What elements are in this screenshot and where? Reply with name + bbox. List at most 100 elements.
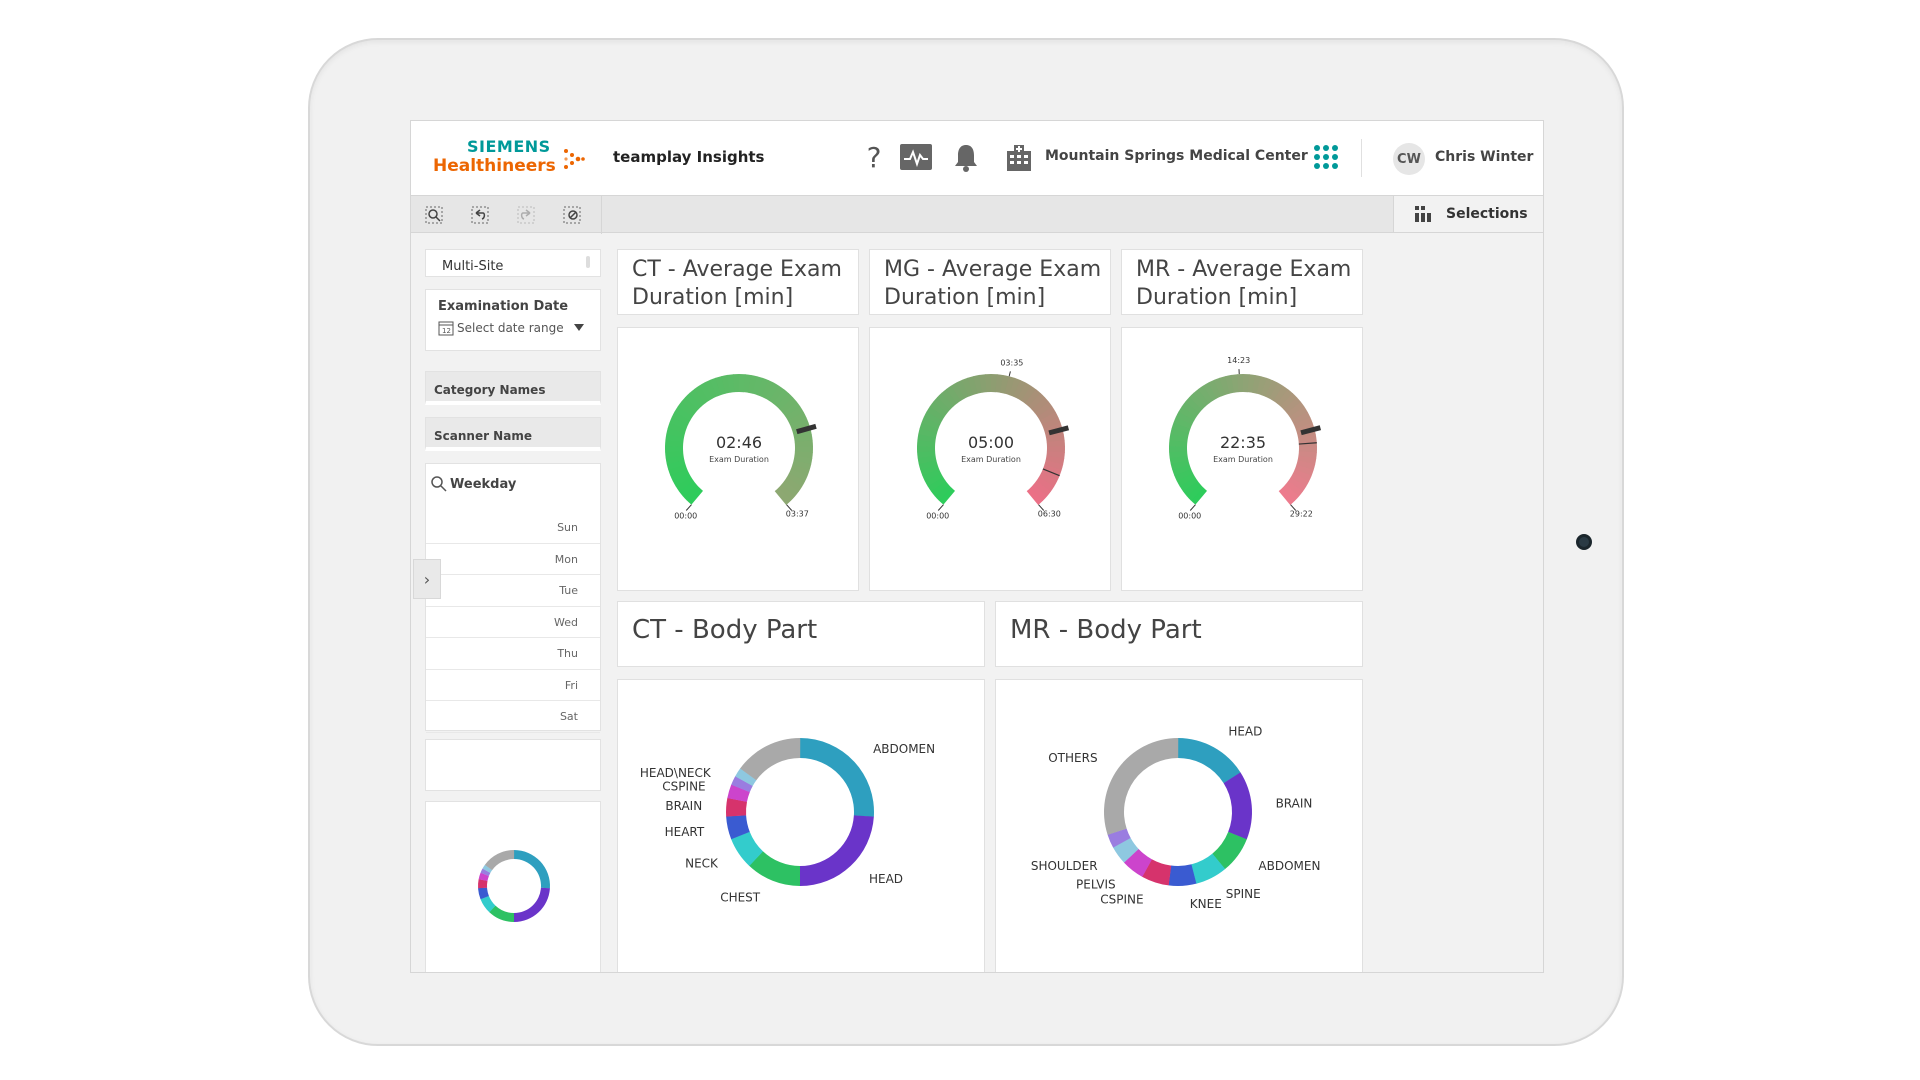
weekday-item-sun[interactable]: Sun xyxy=(426,512,600,544)
sidebar-toggle-button[interactable]: › xyxy=(413,559,441,599)
mr-gauge-title-line2: Duration [min] xyxy=(1136,285,1298,310)
gauge-arc-segment xyxy=(1252,374,1262,394)
gauge-arc-segment xyxy=(1046,440,1065,448)
ct-exam-duration-gauge[interactable]: 00:00 03:37 02:46 Exam Duration xyxy=(618,328,860,592)
gauge-arc-segment xyxy=(1026,487,1044,506)
donut-slice-label: CSPINE xyxy=(1100,892,1143,906)
mr-body-part-card[interactable]: HEAD BRAIN ABDOMEN SPINE KNEE CSPINE PELVIS SHO… xyxy=(995,679,1364,973)
gauge-arc-segment xyxy=(1236,374,1244,393)
search-icon[interactable] xyxy=(430,475,448,493)
mg-exam-duration-gauge[interactable]: 03:35 00:00 06:30 05:00 Exam Duration xyxy=(870,328,1112,592)
gauge-arc-segment xyxy=(1296,460,1316,471)
weekday-item-sat[interactable]: Sat xyxy=(426,701,600,733)
gauge-arc-segment xyxy=(1280,393,1298,410)
gauge-arc-segment xyxy=(665,445,684,453)
filter-multi-site[interactable]: Multi-Site xyxy=(425,249,601,277)
ct-gauge-card[interactable]: 00:00 03:37 02:46 Exam Duration xyxy=(617,327,859,591)
filter-weekday[interactable]: Weekday Sun Mon Tue Wed Thu Fri Sat xyxy=(425,463,601,733)
gauge-arc-segment xyxy=(1181,401,1200,417)
mr-gauge-card[interactable]: 14:23 00:00 29:22 22:35 Exam Duration xyxy=(1121,327,1363,591)
gauge-arc-segment xyxy=(1041,417,1061,430)
mini-donut-panel[interactable] xyxy=(425,801,602,973)
gauge-arc-segment xyxy=(1037,406,1056,421)
gauge-arc-segment xyxy=(789,417,809,430)
gauge-arc-segment xyxy=(765,382,780,402)
gauge-max-tick xyxy=(786,504,793,511)
undo-icon[interactable] xyxy=(461,200,499,230)
donut-slice xyxy=(1107,828,1131,848)
gauge-arc-segment xyxy=(772,389,789,407)
gauge-arc-segment xyxy=(689,388,706,407)
user-name[interactable]: Chris Winter xyxy=(1435,149,1534,165)
gauge-arc-segment xyxy=(922,468,941,482)
gauge-arc-segment xyxy=(685,392,702,410)
notifications-bell-icon[interactable] xyxy=(951,139,981,175)
gauge-arc-segment xyxy=(1038,473,1058,487)
gauge-arc-segment xyxy=(1004,376,1016,396)
gauge-arc-segment xyxy=(761,380,775,399)
mr-exam-duration-gauge[interactable]: 14:23 00:00 29:22 22:35 Exam Duration xyxy=(1122,328,1364,592)
zoom-select-icon[interactable] xyxy=(415,200,453,230)
mini-donut-chart[interactable] xyxy=(426,802,602,973)
redo-icon[interactable] xyxy=(507,200,545,230)
clear-selection-icon[interactable] xyxy=(553,200,591,230)
gauge-arc-segment xyxy=(927,476,946,492)
user-avatar[interactable]: CW xyxy=(1393,143,1425,175)
donut-slice xyxy=(478,879,488,889)
gauge-arc-segment xyxy=(678,480,697,497)
gauge-arc-segment xyxy=(665,433,685,443)
mg-gauge-card[interactable]: 03:35 00:00 06:30 05:00 Exam Duration xyxy=(869,327,1111,591)
filter-examination-date[interactable]: Examination Date 12 Select date range xyxy=(425,289,601,351)
filter-scanner-name[interactable]: Scanner Name xyxy=(425,417,601,451)
donut-slice xyxy=(799,815,874,886)
gauge-value-label: 02:46 xyxy=(716,433,762,452)
gauge-arc-segment xyxy=(1174,468,1193,482)
help-icon[interactable]: ? xyxy=(866,140,882,174)
gauge-arc-segment xyxy=(1175,411,1195,425)
gauge-arc-segment xyxy=(1179,476,1198,492)
gauge-arc-segment xyxy=(1046,446,1065,453)
logo-siemens-text: SIEMENS xyxy=(467,137,551,156)
gauge-arc-segment xyxy=(769,385,785,404)
activity-monitor-icon[interactable] xyxy=(898,139,934,175)
gauge-arc-segment xyxy=(919,422,939,434)
gauge-max-tick xyxy=(1290,504,1297,511)
donut-slice xyxy=(482,864,493,873)
gauge-arc-segment xyxy=(1176,472,1196,487)
siemens-healthineers-logo[interactable]: SIEMENS Healthineers xyxy=(433,137,585,176)
ct-body-part-donut[interactable]: ABDOMEN HEAD CHEST NECK HEART BRAIN CSPINEHEAD… xyxy=(618,680,986,973)
gauge-arc-segment xyxy=(1043,422,1063,434)
weekday-item-wed[interactable]: Wed xyxy=(426,607,600,638)
weekday-item-thu[interactable]: Thu xyxy=(426,638,600,670)
filter-category-names[interactable]: Category Names xyxy=(425,371,601,405)
ct-body-part-card[interactable]: ABDOMEN HEAD CHEST NECK HEART BRAIN CSPINE HEAD… xyxy=(617,679,986,973)
weekday-item-mon[interactable]: Mon xyxy=(426,544,600,575)
ct-gauge-title-line1: CT - Average Exam xyxy=(632,257,842,282)
weekday-item-tue[interactable]: Tue xyxy=(426,575,600,607)
ct-gauge-title: CT - Average Exam Duration [min] xyxy=(632,256,842,312)
gauge-min-tick xyxy=(1189,504,1196,511)
app-launcher-grid-icon[interactable] xyxy=(1309,139,1343,175)
date-range-picker[interactable]: 12 Select date range xyxy=(438,320,588,336)
selections-button[interactable]: Selections xyxy=(1393,196,1543,232)
gauge-arc-segment xyxy=(704,379,718,399)
gauge-arc-segment xyxy=(1265,380,1279,399)
gauge-reference-label: 14:23 xyxy=(1227,356,1250,365)
scroll-indicator xyxy=(586,256,590,268)
gauge-arc-segment xyxy=(921,416,941,429)
donut-slice xyxy=(1142,859,1172,886)
donut-slice xyxy=(1223,772,1252,840)
mr-body-part-title: MR - Body Part xyxy=(1010,615,1202,645)
gauge-value-needle xyxy=(796,423,817,435)
hospital-building-icon[interactable] xyxy=(1003,139,1035,175)
gauge-arc-segment xyxy=(1295,422,1315,434)
weekday-item-fri[interactable]: Fri xyxy=(426,670,600,701)
gauge-arc-segment xyxy=(1042,464,1062,477)
app-screen: SIEMENS Healthineers teamplay Insights ?… xyxy=(410,120,1544,973)
donut-slice-label: OTHERS xyxy=(1048,751,1097,765)
donut-slice-label: BRAIN xyxy=(665,799,702,813)
gauge-arc-segment xyxy=(937,392,954,410)
gauge-arc-segment xyxy=(1285,480,1303,497)
site-name[interactable]: Mountain Springs Medical Center xyxy=(1045,148,1308,164)
